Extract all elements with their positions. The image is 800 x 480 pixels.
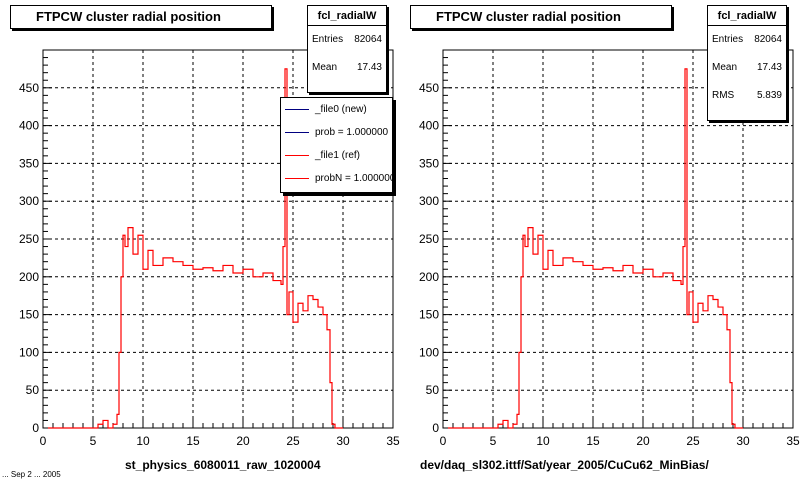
x-tick-label: 25 [686,434,700,448]
legend-entry: _file1 (ref) [281,144,392,167]
legend-swatch [285,155,309,156]
legend-box: _file0 (new) prob = 1.000000 _file1 (ref… [280,97,393,193]
histogram-plot-right: 0 5 10 15 20 25 30 3505010015020025030035040045… [419,49,800,448]
legend-entry: _file0 (new) [281,98,392,121]
footer-timestamp: ... Sep 2 ... 2005 [2,470,61,479]
legend-label: _file0 (new) [315,104,367,115]
y-tick-label: 50 [426,383,440,397]
legend-label: probN = 1.000000 [315,173,393,184]
histogram-pad-left: 0 5 10 15 20 25 30 35 0 50 100 150 200 250 300 350 400 45… [10,5,400,472]
x-tick-label: 30 [736,434,750,448]
stats-label: Mean [312,62,338,73]
histogram-plot-left: 0 5 10 15 20 25 30 3505010015020025030035040045… [19,49,400,448]
y-tick-label: 450 [19,81,39,95]
x-tick-label: 10 [536,434,550,448]
series-line [448,68,743,429]
legend-label: _file1 (ref) [315,150,361,161]
y-tick-label: 250 [19,232,39,246]
stats-label: RMS [712,90,735,101]
x-tick-label: 0 [40,434,47,448]
stats-name: fcl_radialW [708,6,786,26]
y-tick-label: 250 [419,232,439,246]
y-tick-label: 400 [19,119,39,133]
x-tick-label: 0 [440,434,447,448]
x-tick-label: 15 [186,434,200,448]
legend-swatch [285,132,309,133]
x-tick-label: 35 [786,434,800,448]
y-tick-label: 300 [419,194,439,208]
y-tick-label: 350 [19,156,39,170]
stats-name: fcl_radialW [308,6,386,26]
x-tick-label: 30 [336,434,350,448]
y-tick-label: 400 [419,119,439,133]
y-tick-label: 450 [419,81,439,95]
y-tick-label: 100 [419,345,439,359]
legend-label: prob = 1.000000 [315,127,389,138]
legend-entry: probN = 1.000000 [281,167,392,190]
y-tick-label: 50 [26,383,40,397]
stats-value: 82064 [354,34,382,45]
x-tick-label: 20 [636,434,650,448]
x-axis-label: st_physics_6080011_raw_1020004 [125,458,321,472]
stats-row-entries: Entries 82064 [708,26,786,54]
pad-title: FTPCW cluster radial position [10,5,272,29]
legend-swatch [285,109,309,110]
series-line [48,68,343,429]
legend-entry: prob = 1.000000 [281,121,392,144]
y-tick-label: 150 [419,308,439,322]
x-tick-label: 5 [90,434,97,448]
histogram-pad-right: 0 5 10 15 20 25 30 35 0 50 100 150 200 250 300 350 400 45… [400,0,800,480]
x-axis-label: dev/daq_sl302.ittf/Sat/year_2005/CuCu62_… [420,458,709,472]
stats-value: 17.43 [356,62,382,73]
stats-value: 5.839 [756,90,782,101]
x-tick-label: 25 [286,434,300,448]
y-tick-label: 0 [32,421,39,435]
x-tick-label: 5 [490,434,497,448]
y-tick-label: 100 [19,345,39,359]
y-tick-label: 200 [19,270,39,284]
stats-value: 17.43 [756,62,782,73]
stats-box: fcl_radialW Entries 82064 Mean 17.43 [307,5,387,93]
y-tick-label: 0 [432,421,439,435]
legend-swatch [285,178,309,179]
stats-row-mean: Mean 17.43 [708,54,786,82]
stats-label: Mean [712,62,738,73]
y-tick-label: 150 [19,308,39,322]
stats-label: Entries [712,34,744,45]
stats-label: Entries [312,34,344,45]
stats-box: fcl_radialW Entries 82064 Mean 17.43 RMS… [707,5,787,121]
stats-row-entries: Entries 82064 [308,26,386,54]
pad-title: FTPCW cluster radial position [410,5,672,29]
x-tick-label: 10 [136,434,150,448]
y-tick-label: 300 [19,194,39,208]
x-tick-label: 35 [386,434,400,448]
stats-row-mean: Mean 17.43 [308,54,386,82]
y-tick-label: 200 [419,270,439,284]
stats-value: 82064 [754,34,782,45]
x-tick-label: 20 [236,434,250,448]
x-tick-label: 15 [586,434,600,448]
y-tick-label: 350 [419,156,439,170]
stats-row-rms: RMS 5.839 [708,82,786,110]
